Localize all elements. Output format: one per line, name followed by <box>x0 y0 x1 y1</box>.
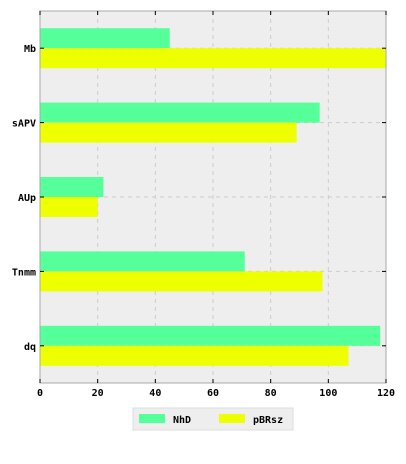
x-axis: 0 20 40 60 80 100 120 <box>37 11 395 399</box>
legend-box <box>132 407 294 431</box>
x-tick-label-120: 120 <box>377 388 395 399</box>
legend: NhD pBRsz <box>132 407 294 431</box>
x-tick-label-80: 80 <box>265 388 277 399</box>
bar-NhD-dq <box>40 325 381 346</box>
x-tick-label-20: 20 <box>92 388 104 399</box>
y-tick-label-sAPV: sAPV <box>12 119 36 130</box>
y-tick-label-AUp: AUp <box>18 193 36 204</box>
legend-swatch-NhD <box>139 414 165 423</box>
x-tick-label-60: 60 <box>207 388 219 399</box>
bar-pBRsz-Tnmm <box>40 271 323 292</box>
bars <box>40 28 386 366</box>
bar-pBRsz-dq <box>40 345 349 366</box>
y-axis: Mb sAPV AUp Tnmm dq <box>12 44 386 353</box>
bar-pBRsz-AUp <box>40 197 98 217</box>
bar-NhD-Mb <box>40 28 170 49</box>
x-tick-label-100: 100 <box>319 388 337 399</box>
legend-swatch-pBRsz <box>219 414 245 423</box>
x-tick-label-0: 0 <box>37 388 43 399</box>
y-tick-label-dq: dq <box>24 342 36 353</box>
bar-NhD-AUp <box>40 177 104 197</box>
legend-label-pBRsz: pBRsz <box>253 415 283 426</box>
legend-label-NhD: NhD <box>173 415 191 426</box>
x-tick-label-40: 40 <box>149 388 161 399</box>
y-tick-label-Tnmm: Tnmm <box>12 267 36 278</box>
bar-pBRsz-Mb <box>40 48 386 69</box>
bar-NhD-sAPV <box>40 102 320 123</box>
bar-pBRsz-sAPV <box>40 122 297 143</box>
bar-NhD-Tnmm <box>40 251 245 272</box>
y-tick-label-Mb: Mb <box>24 44 36 55</box>
